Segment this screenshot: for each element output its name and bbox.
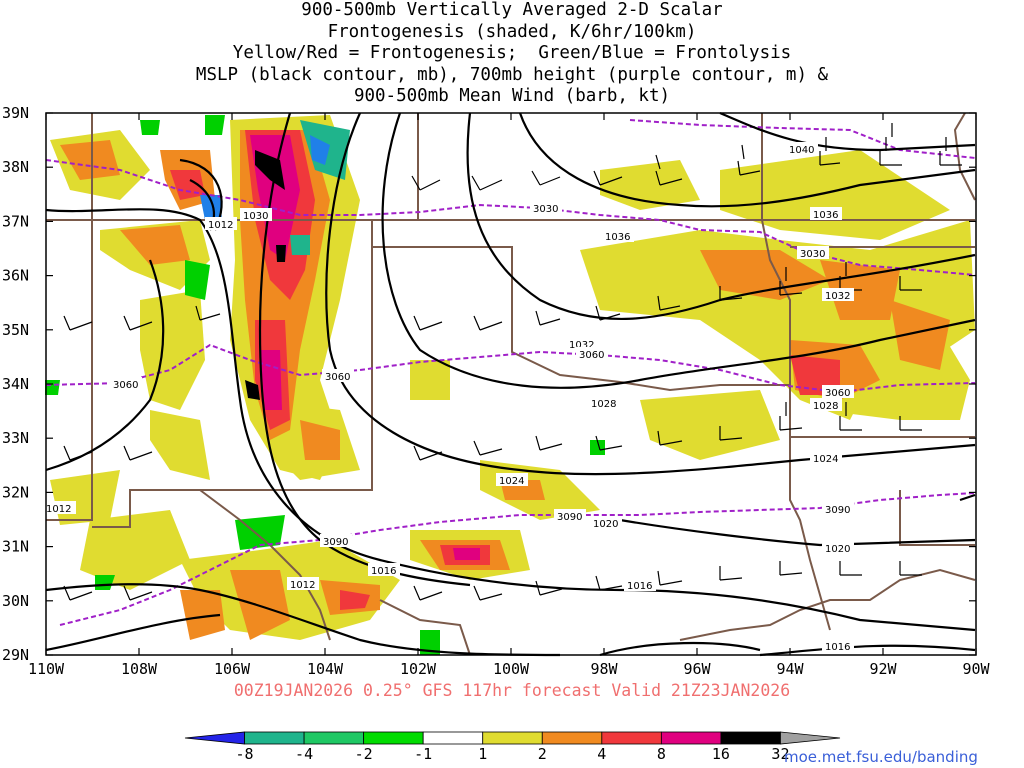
mslp-label: 1016: [627, 581, 652, 592]
mslp-label: 1036: [605, 232, 630, 243]
height-label: 3060: [579, 350, 604, 361]
mslp-labels: 1040 1036 1036 1032 1032 1028 1028 1024 …: [44, 142, 854, 653]
mslp-label: 1020: [825, 544, 850, 555]
colorbar-tick-label: -4: [295, 745, 313, 763]
colorbar-swatch: [422, 731, 484, 745]
longitude-label: 90W: [962, 660, 990, 678]
latitude-label: 31N: [2, 538, 29, 556]
colorbar-swatch: [244, 731, 305, 745]
latitude-label: 35N: [2, 321, 29, 339]
mslp-label: 1016: [371, 566, 396, 577]
latitude-label: 38N: [2, 158, 29, 176]
height-label: 3060: [113, 380, 138, 391]
mslp-label: 1040: [789, 145, 814, 156]
mslp-label: 1024: [813, 454, 838, 465]
longitude-label: 98W: [590, 660, 618, 678]
mslp-contours: [45, 111, 976, 657]
colorbar-tick-label: 32: [771, 745, 789, 763]
colorbar-swatch: [720, 731, 781, 745]
colorbar-swatch: [363, 731, 424, 745]
frontogenesis-shading: [45, 115, 975, 655]
mslp-label: 1036: [813, 210, 838, 221]
mslp-label: 1028: [813, 401, 838, 412]
mslp-label: 1012: [290, 580, 315, 591]
height-label: 3060: [325, 372, 350, 383]
forecast-valid-time: 00Z19JAN2026 0.25° GFS 117hr forecast Va…: [233, 681, 791, 700]
colorbar-tick-label: 4: [597, 745, 606, 763]
source-credit-link[interactable]: moe.met.fsu.edu/banding: [784, 748, 978, 766]
mslp-label: 1028: [591, 399, 616, 410]
longitude-label: 96W: [683, 660, 711, 678]
title-line-3: Yellow/Red = Frontogenesis; Green/Blue =…: [232, 43, 792, 63]
latitude-label: 32N: [2, 483, 29, 501]
wind-barbs: [63, 123, 962, 601]
mslp-label: 1030: [243, 211, 268, 222]
colorbar-tick-label: -2: [355, 745, 373, 763]
colorbar-tick-label: 16: [712, 745, 730, 763]
colorbar-swatch: [541, 731, 603, 745]
mslp-label: 1032: [825, 291, 850, 302]
height-labels: 3030 3030 3060 3060 3060 3060 3090 3090 …: [110, 201, 854, 548]
mslp-label: 1024: [499, 476, 524, 487]
height-label: 3090: [825, 505, 850, 516]
height-label: 3090: [323, 537, 348, 548]
title-line-2: Frontogenesis (shaded, K/6hr/100km): [327, 21, 697, 42]
latitude-label: 33N: [2, 429, 29, 447]
colorbar-swatch: [780, 731, 841, 745]
longitude-label: 108W: [121, 660, 158, 678]
title-line-1: 900-500mb Vertically Averaged 2-D Scalar: [301, 0, 723, 20]
colorbar-swatch: [601, 731, 662, 745]
latitude-label: 34N: [2, 375, 29, 393]
axis-ticks: [45, 112, 977, 656]
colorbar-swatch: [184, 731, 245, 745]
latitude-label: 29N: [2, 646, 29, 664]
longitude-label: 110W: [28, 660, 65, 678]
mslp-label: 1032: [569, 340, 594, 351]
colorbar: -8 -4 -2 -1 1 2 4 8 16 32: [184, 731, 841, 763]
map-title: 900-500mb Vertically Averaged 2-D Scalar…: [0, 0, 1024, 108]
colorbar-tick-label: 1: [478, 745, 487, 763]
latitude-label: 36N: [2, 267, 29, 285]
colorbar-tick-label: 8: [657, 745, 666, 763]
colorbar-tick-label: -1: [414, 745, 432, 763]
longitude-label: 94W: [776, 660, 804, 678]
longitude-label: 106W: [214, 660, 251, 678]
colorbar-tick-label: -8: [236, 745, 254, 763]
mslp-label: 1020: [593, 519, 618, 530]
mslp-label: 1012: [46, 504, 71, 515]
latitude-label: 30N: [2, 592, 29, 610]
mslp-label: 1012: [208, 220, 233, 231]
longitude-label: 104W: [307, 660, 344, 678]
longitude-label: 102W: [400, 660, 437, 678]
height-label: 3030: [533, 204, 558, 215]
longitude-label: 92W: [869, 660, 897, 678]
longitude-label: 100W: [493, 660, 530, 678]
height-label: 3060: [825, 388, 850, 399]
height-label: 3090: [557, 512, 582, 523]
height-label: 3030: [800, 249, 825, 260]
colorbar-swatch: [482, 731, 543, 745]
colorbar-swatch: [303, 731, 365, 745]
title-line-5: 900-500mb Mean Wind (barb, kt): [353, 86, 671, 106]
mslp-label: 1016: [825, 642, 850, 653]
latitude-label: 37N: [2, 212, 29, 230]
latitude-label: 39N: [2, 104, 29, 122]
longitude-labels: 110W 108W 106W 104W 102W 100W 98W 96W 94W 92W 90W: [28, 660, 991, 678]
colorbar-tick-label: 2: [538, 745, 547, 763]
title-line-4: MSLP (black contour, mb), 700mb height (…: [195, 64, 829, 85]
colorbar-swatch: [660, 731, 722, 745]
latitude-labels: 39N 38N 37N 36N 35N 34N 33N 32N 31N 30N 29N: [2, 104, 29, 664]
